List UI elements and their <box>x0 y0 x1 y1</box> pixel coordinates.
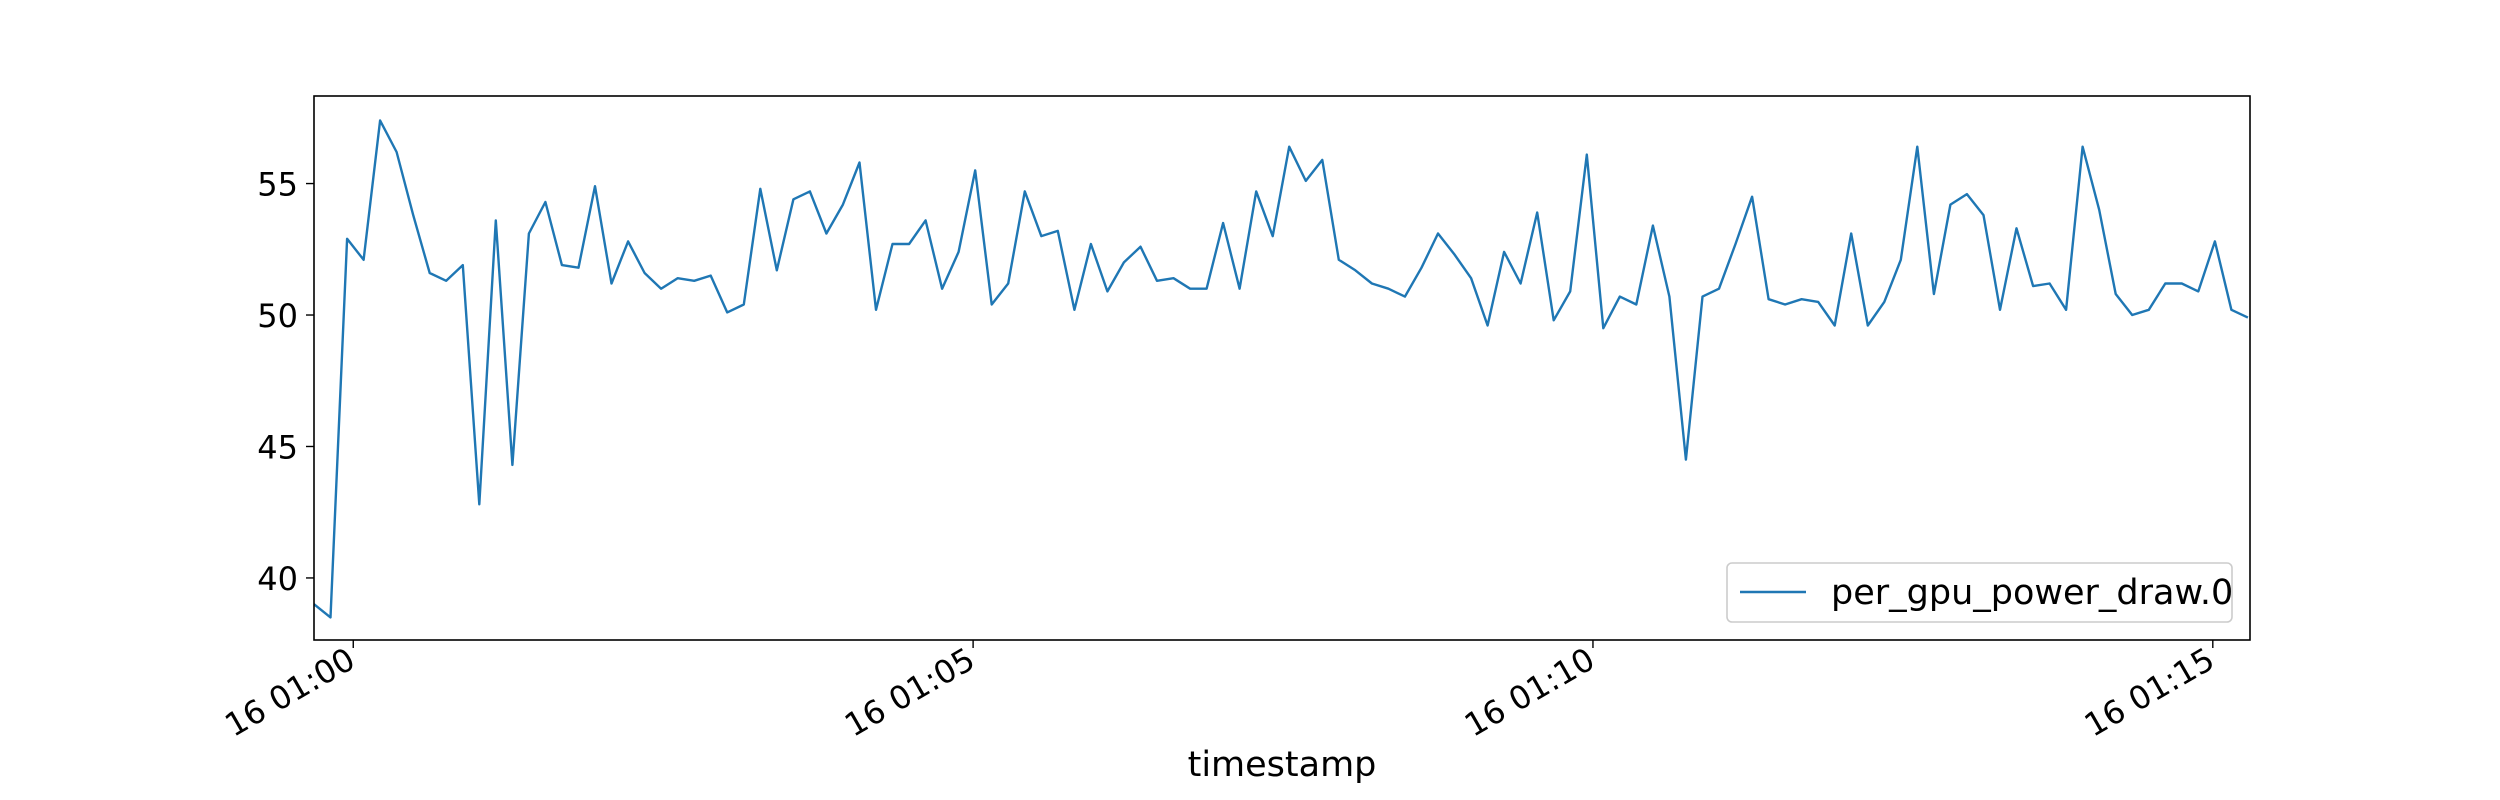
y-tick-label: 40 <box>257 560 298 598</box>
x-tick-label: 16 01:10 <box>1458 640 1601 744</box>
legend-box <box>1726 562 2233 623</box>
legend-label: per_gpu_power_draw.0 <box>1831 573 2233 613</box>
x-tick-label: 16 01:05 <box>838 640 981 744</box>
x-axis: 16 01:00 16 01:05 16 01:10 16 01:15 <box>218 640 2221 744</box>
y-tick-label: 55 <box>257 166 298 204</box>
series-line <box>313 119 2249 619</box>
plot-frame <box>313 95 2251 641</box>
y-tick-label: 50 <box>257 297 298 335</box>
y-axis: 40 45 50 55 <box>257 166 314 598</box>
legend: per_gpu_power_draw.0 <box>1726 562 2233 623</box>
x-tick-label: 16 01:15 <box>2078 640 2221 744</box>
series-layer <box>313 119 2249 619</box>
x-tick-label: 16 01:00 <box>218 640 361 744</box>
y-tick-label: 45 <box>257 428 298 466</box>
x-axis-label: timestamp <box>1188 745 1377 785</box>
